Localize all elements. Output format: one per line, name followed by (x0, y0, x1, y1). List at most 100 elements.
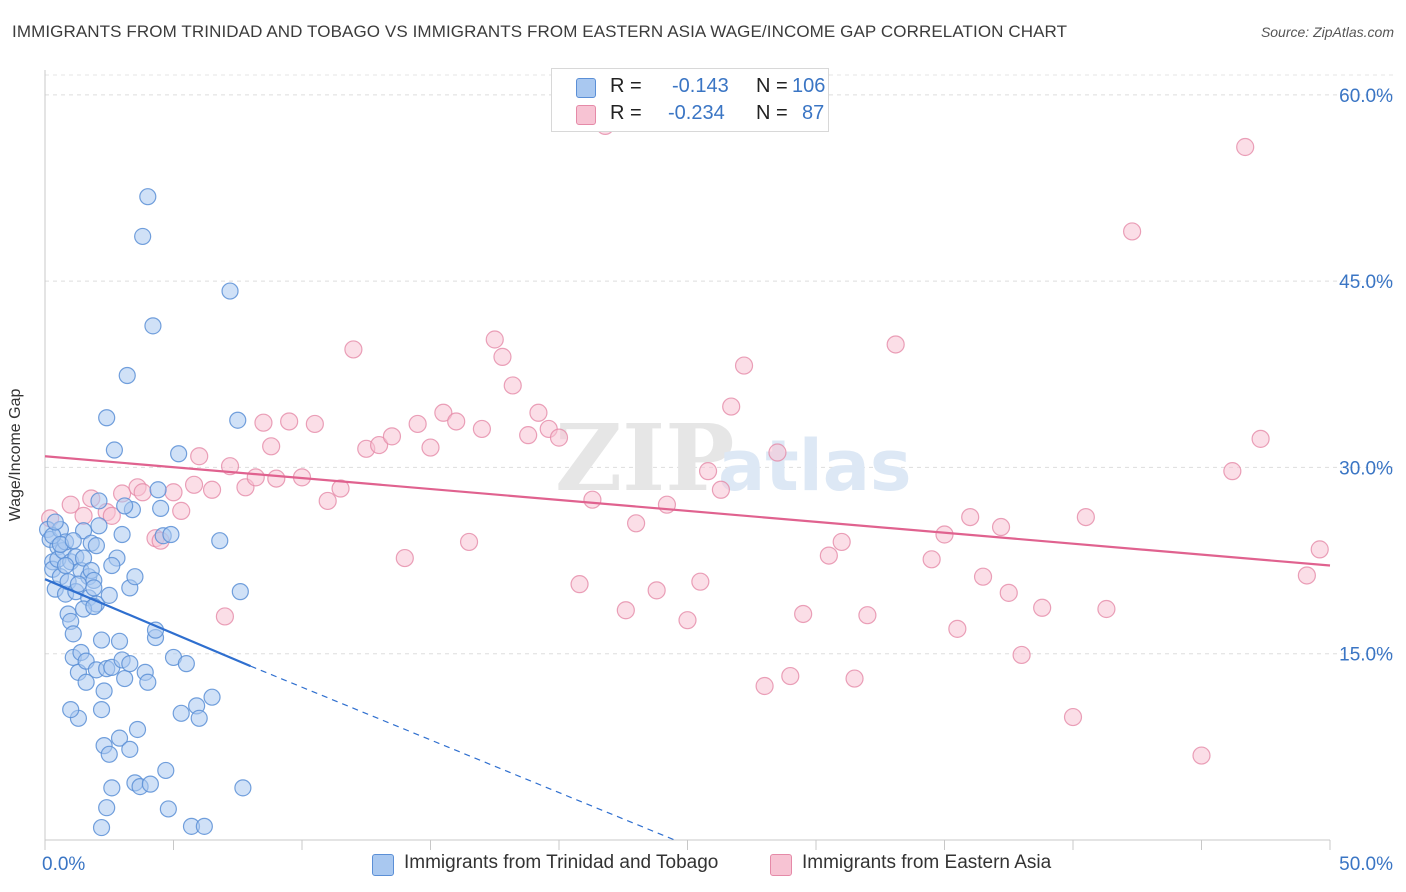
bottom-legend-label-trinidad: Immigrants from Trinidad and Tobago (404, 852, 719, 873)
grid-lines (45, 74, 1395, 655)
data-point-trinidad-tobago (170, 445, 188, 463)
source-credit: Source: ZipAtlas.com (1260, 24, 1394, 40)
axes (44, 70, 1331, 850)
legend-n-label: N = (756, 102, 788, 124)
data-point-trinidad-tobago (221, 282, 239, 300)
data-point-trinidad-tobago (95, 682, 113, 700)
data-point-trinidad-tobago (231, 583, 249, 601)
data-point-eastern-asia (1310, 540, 1329, 559)
data-point-eastern-asia (961, 507, 980, 527)
data-point-eastern-asia (190, 447, 209, 466)
data-point-eastern-asia (215, 607, 234, 626)
data-point-eastern-asia (459, 532, 479, 552)
data-point-trinidad-tobago (85, 579, 103, 597)
watermark-zip: ZIP (555, 404, 734, 512)
data-point-trinidad-tobago (92, 631, 111, 649)
data-point-eastern-asia (529, 403, 548, 422)
y-tick-label: 60.0% (1339, 86, 1393, 107)
data-point-trinidad-tobago (234, 779, 252, 797)
watermark: ZIP atlas (555, 404, 912, 512)
data-point-trinidad-tobago (126, 568, 144, 586)
data-point-eastern-asia (794, 604, 813, 624)
data-point-trinidad-tobago (113, 525, 131, 544)
data-point-eastern-asia (485, 330, 504, 349)
data-point-trinidad-tobago (229, 411, 247, 429)
legend-r-value-trinidad: -0.143 (672, 75, 729, 97)
data-point-eastern-asia (202, 480, 222, 499)
data-point-trinidad-tobago (128, 720, 147, 739)
series-eastern-asia (41, 116, 1329, 765)
data-point-eastern-asia (991, 517, 1011, 537)
data-point-trinidad-tobago (64, 532, 82, 550)
data-point-trinidad-tobago (141, 775, 159, 793)
chart-title: IMMIGRANTS FROM TRINIDAD AND TOBAGO VS I… (12, 22, 1068, 41)
data-point-eastern-asia (61, 495, 80, 514)
data-point-eastern-asia (845, 669, 864, 688)
data-point-trinidad-tobago (74, 549, 93, 567)
legend-n-value-eastern-asia: 87 (802, 102, 825, 124)
legend-n-label: N = (756, 75, 788, 97)
data-point-eastern-asia (1123, 222, 1142, 241)
data-point-eastern-asia (305, 414, 324, 434)
data-point-eastern-asia (280, 412, 299, 431)
x-tick-label-min: 0.0% (42, 854, 85, 875)
data-point-trinidad-tobago (56, 556, 75, 575)
data-point-trinidad-tobago (162, 525, 180, 544)
data-point-trinidad-tobago (105, 441, 123, 459)
data-point-eastern-asia (886, 335, 905, 354)
data-point-eastern-asia (781, 666, 800, 686)
data-point-eastern-asia (1236, 137, 1255, 157)
data-point-eastern-asia (626, 514, 646, 533)
data-point-trinidad-tobago (159, 800, 177, 818)
data-point-trinidad-tobago (100, 586, 118, 604)
data-point-eastern-asia (1012, 645, 1031, 665)
correlation-legend: R = -0.143 N = 106 R = -0.234 N = 87 (551, 68, 829, 132)
data-point-trinidad-tobago (139, 673, 157, 691)
legend-r-label: R = (610, 102, 642, 124)
data-point-trinidad-tobago (195, 817, 213, 835)
data-point-eastern-asia (267, 469, 286, 488)
data-point-eastern-asia (254, 413, 273, 432)
y-tick-label: 15.0% (1339, 645, 1393, 666)
legend-swatch-eastern-asia (576, 105, 596, 125)
data-point-trinidad-tobago (203, 688, 221, 706)
data-point-eastern-asia (262, 437, 281, 456)
data-point-eastern-asia (172, 501, 191, 520)
bottom-legend-label-eastern-asia: Immigrants from Eastern Asia (802, 852, 1052, 873)
data-point-eastern-asia (344, 340, 363, 359)
data-point-eastern-asia (1033, 598, 1052, 617)
data-point-trinidad-tobago (139, 188, 157, 206)
y-axis-label: Wage/Income Gap (7, 388, 24, 522)
data-point-eastern-asia (832, 532, 851, 552)
data-point-eastern-asia (246, 468, 265, 487)
data-point-trinidad-tobago (121, 740, 139, 758)
data-point-trinidad-tobago (103, 779, 121, 797)
data-point-eastern-asia (503, 376, 522, 395)
data-point-trinidad-tobago (177, 655, 195, 673)
data-point-eastern-asia (678, 611, 697, 630)
data-point-trinidad-tobago (116, 669, 134, 688)
data-point-eastern-asia (493, 347, 512, 366)
data-point-eastern-asia (691, 572, 710, 591)
data-point-eastern-asia (318, 491, 337, 511)
legend-r-value-eastern-asia: -0.234 (668, 102, 725, 124)
data-point-eastern-asia (755, 676, 774, 696)
data-point-trinidad-tobago (116, 497, 134, 515)
y-tick-label: 45.0% (1339, 272, 1393, 293)
data-point-eastern-asia (184, 475, 204, 494)
data-point-eastern-asia (948, 619, 967, 638)
data-point-eastern-asia (74, 506, 93, 525)
data-point-eastern-asia (164, 483, 183, 502)
data-point-eastern-asia (447, 412, 466, 431)
data-point-trinidad-tobago (144, 317, 162, 335)
data-point-eastern-asia (711, 480, 731, 499)
data-point-trinidad-tobago (92, 700, 111, 719)
data-point-eastern-asia (1223, 462, 1242, 481)
data-point-eastern-asia (220, 457, 240, 476)
data-point-trinidad-tobago (87, 537, 106, 555)
data-point-eastern-asia (819, 546, 838, 565)
data-point-eastern-asia (382, 427, 402, 446)
data-point-eastern-asia (935, 525, 954, 544)
data-point-trinidad-tobago (77, 673, 95, 691)
